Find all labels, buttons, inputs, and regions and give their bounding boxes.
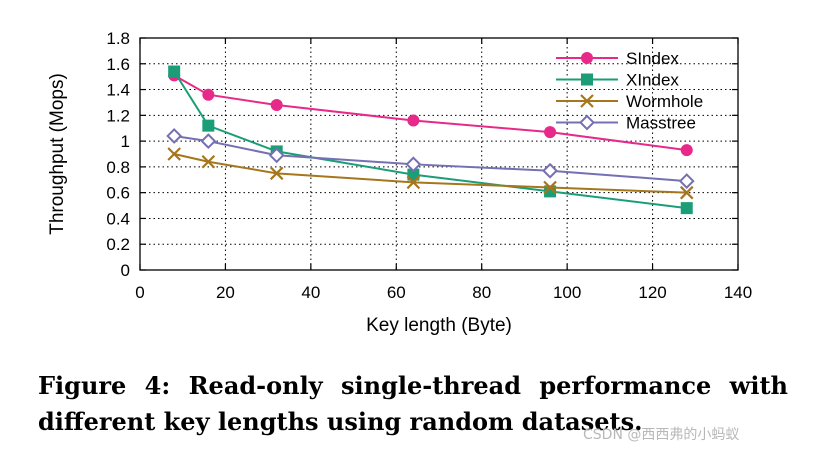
y-tick-label: 0 — [121, 261, 130, 280]
data-point-wormhole — [406, 175, 421, 190]
x-tick-label: 140 — [724, 283, 752, 302]
series-line-xindex — [173, 70, 687, 210]
watermark: CSDN @西西弗的小蚂蚁 — [583, 427, 740, 443]
series-wormhole — [167, 147, 694, 200]
x-tick-label: 60 — [387, 283, 406, 302]
legend-label-xindex: XIndex — [626, 71, 679, 90]
legend-label-sindex: SIndex — [626, 49, 679, 68]
data-point-wormhole — [679, 185, 694, 200]
data-point-wormhole — [543, 180, 557, 195]
legend-marker-sindex — [581, 52, 593, 64]
legend: SIndex XIndex Wormhole Masstree — [556, 49, 703, 133]
data-point-masstree — [678, 173, 695, 189]
legend-item-xindex: XIndex — [556, 71, 679, 90]
legend-label-masstree: Masstree — [626, 114, 696, 133]
data-point-masstree — [268, 147, 285, 164]
data-point-sindex — [407, 114, 420, 127]
data-point-sindex — [680, 144, 693, 157]
x-tick-label: 120 — [638, 283, 666, 302]
y-tick-label: 0.2 — [106, 235, 130, 254]
x-tick-label: 100 — [553, 283, 581, 302]
data-point-sindex — [544, 126, 557, 139]
y-tick-label: 1.8 — [106, 29, 130, 48]
series-line-wormhole — [173, 153, 687, 194]
legend-marker-masstree — [579, 114, 595, 131]
data-point-masstree — [405, 156, 422, 173]
legend-item-masstree: Masstree — [556, 114, 696, 133]
caption-line-1: Figure 4: Read-only single-thread perfor… — [38, 371, 788, 400]
y-tick-label: 0.8 — [106, 158, 130, 177]
data-point-masstree — [166, 128, 183, 144]
caption-line-2: different key lengths using random datas… — [38, 407, 643, 436]
legend-item-sindex: SIndex — [556, 49, 679, 68]
axis-ticks: 0 0.2 0.4 0.6 0.8 1 1.2 1.4 1.6 1.8 0 20 40 60 80 100 12… — [106, 29, 752, 302]
data-point-masstree — [200, 133, 217, 150]
data-point-wormhole — [167, 147, 181, 161]
data-point-sindex — [270, 99, 283, 112]
y-tick-label: 1.6 — [106, 55, 130, 74]
x-tick-label: 80 — [472, 283, 491, 302]
y-tick-label: 1.2 — [106, 106, 130, 125]
x-tick-label: 20 — [216, 283, 235, 302]
data-point-xindex — [407, 168, 420, 181]
legend-marker-xindex — [581, 73, 593, 86]
plot-frame — [139, 37, 739, 271]
series-sindex — [168, 69, 693, 157]
legend-marker-wormhole — [580, 94, 594, 108]
x-tick-label: 0 — [135, 283, 144, 302]
legend-label-wormhole: Wormhole — [626, 92, 703, 111]
figure-caption: Figure 4: Read-only single-thread perfor… — [38, 368, 788, 440]
data-point-wormhole — [201, 154, 216, 169]
data-point-xindex — [168, 65, 181, 78]
y-tick-label: 1.4 — [106, 81, 130, 100]
series-masstree — [166, 128, 695, 189]
y-tick-label: 1 — [121, 132, 130, 151]
line-chart: 0 0.2 0.4 0.6 0.8 1 1.2 1.4 1.6 1.8 0 20 40 60 80 100 12… — [47, 29, 752, 336]
y-tick-label: 0.4 — [106, 209, 130, 228]
series-line-sindex — [173, 74, 687, 152]
y-axis-title: Throughput (Mops) — [47, 73, 68, 235]
data-point-xindex — [202, 119, 215, 132]
data-point-wormhole — [269, 166, 284, 181]
series-layer — [166, 65, 695, 215]
x-tick-label: 40 — [301, 283, 320, 302]
data-point-xindex — [680, 202, 693, 215]
data-point-masstree — [542, 162, 558, 179]
data-point-sindex — [202, 88, 215, 101]
y-tick-label: 0.6 — [106, 184, 130, 203]
legend-item-wormhole: Wormhole — [556, 92, 703, 111]
x-axis-title: Key length (Byte) — [366, 315, 512, 336]
